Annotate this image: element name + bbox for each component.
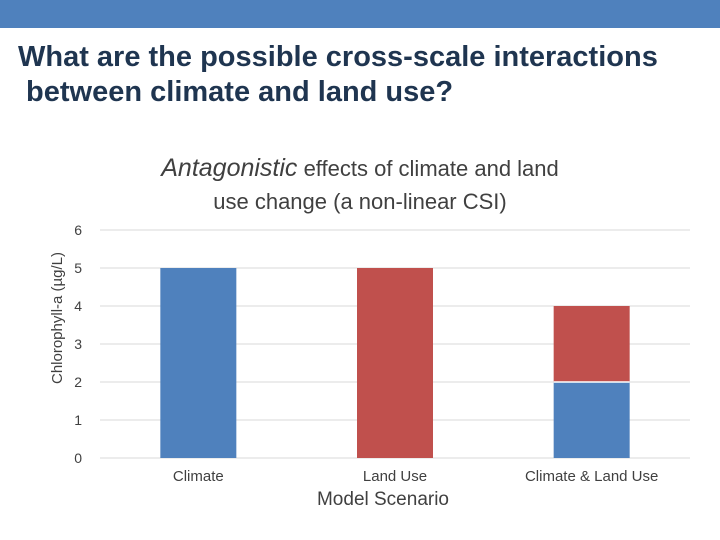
chart-title-rest: effects of climate and land xyxy=(303,156,559,181)
top-accent-band xyxy=(0,0,720,28)
chart-title-line-1: Antagonistic effects of climate and land xyxy=(60,150,660,186)
bar-land-use-3 xyxy=(553,306,630,382)
y-tick-label: 3 xyxy=(74,336,82,352)
x-tick-label: Climate xyxy=(173,468,224,485)
slide-title-line-2: between climate and land use? xyxy=(18,75,454,108)
bars xyxy=(160,268,630,458)
slide-title: What are the possible cross-scale intera… xyxy=(18,40,708,110)
chart-title: Antagonistic effects of climate and land… xyxy=(60,150,660,218)
y-tick-label: 6 xyxy=(74,222,82,238)
y-tick-label: 1 xyxy=(74,412,82,428)
x-tick-label: Climate & Land Use xyxy=(525,468,658,485)
x-axis-ticks: Climate Land Use Climate & Land Use xyxy=(173,468,658,485)
chart-title-emphasis: Antagonistic xyxy=(161,154,298,182)
y-tick-label: 0 xyxy=(74,450,82,466)
y-tick-label: 5 xyxy=(74,260,82,276)
x-tick-label: Land Use xyxy=(363,468,427,485)
y-axis-label: Chlorophyll-a (µg/L) xyxy=(49,252,66,384)
y-axis-ticks: 0 1 2 3 4 5 6 xyxy=(74,222,82,466)
x-axis-label: Model Scenario xyxy=(317,489,449,510)
y-tick-label: 4 xyxy=(74,298,82,314)
slide-title-line-1: What are the possible cross-scale intera… xyxy=(18,41,658,73)
bar-climate-1 xyxy=(160,268,237,458)
bar-land-use-2 xyxy=(357,268,433,458)
y-tick-label: 2 xyxy=(74,374,82,390)
chart-title-line-2: use change (a non-linear CSI) xyxy=(213,189,507,215)
bar-climate-3 xyxy=(553,382,630,458)
